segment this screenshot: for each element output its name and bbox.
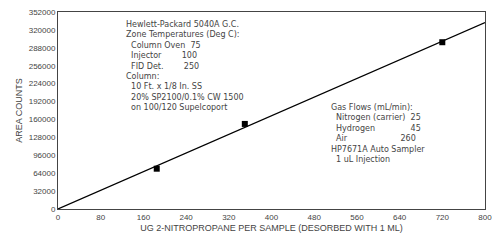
- svg-text:400: 400: [265, 213, 279, 222]
- svg-text:64000: 64000: [33, 169, 56, 178]
- svg-text:480: 480: [308, 213, 322, 222]
- svg-text:160000: 160000: [29, 115, 56, 124]
- svg-text:240: 240: [179, 213, 193, 222]
- svg-text:0: 0: [56, 213, 61, 222]
- svg-text:720: 720: [436, 213, 450, 222]
- svg-text:Gas Flows (mL/min): Nitrogen: Gas Flows (mL/min): Nitrogen (carrier) 2…: [331, 103, 425, 164]
- svg-text:256000: 256000: [29, 62, 56, 71]
- svg-text:224000: 224000: [29, 79, 56, 88]
- svg-text:UG 2-NITROPROPANE PER SAMPLE (: UG 2-NITROPROPANE PER SAMPLE (DESORBED W…: [140, 223, 402, 233]
- svg-text:320000: 320000: [29, 26, 56, 35]
- svg-text:192000: 192000: [29, 97, 56, 106]
- svg-text:560: 560: [350, 213, 364, 222]
- svg-text:352000: 352000: [29, 8, 56, 17]
- svg-text:96000: 96000: [33, 151, 56, 160]
- svg-text:AREA COUNTS: AREA COUNTS: [14, 78, 24, 143]
- svg-text:320: 320: [222, 213, 236, 222]
- svg-text:0: 0: [51, 205, 56, 214]
- svg-text:128000: 128000: [29, 133, 56, 142]
- svg-text:Hewlett-Packard 5040A G.C.Zone: Hewlett-Packard 5040A G.C.Zone Temperatu…: [126, 20, 244, 112]
- svg-text:288000: 288000: [29, 44, 56, 53]
- svg-text:800: 800: [478, 213, 492, 222]
- svg-text:160: 160: [137, 213, 151, 222]
- svg-text:640: 640: [393, 213, 407, 222]
- svg-text:32000: 32000: [33, 187, 56, 196]
- svg-text:80: 80: [96, 213, 105, 222]
